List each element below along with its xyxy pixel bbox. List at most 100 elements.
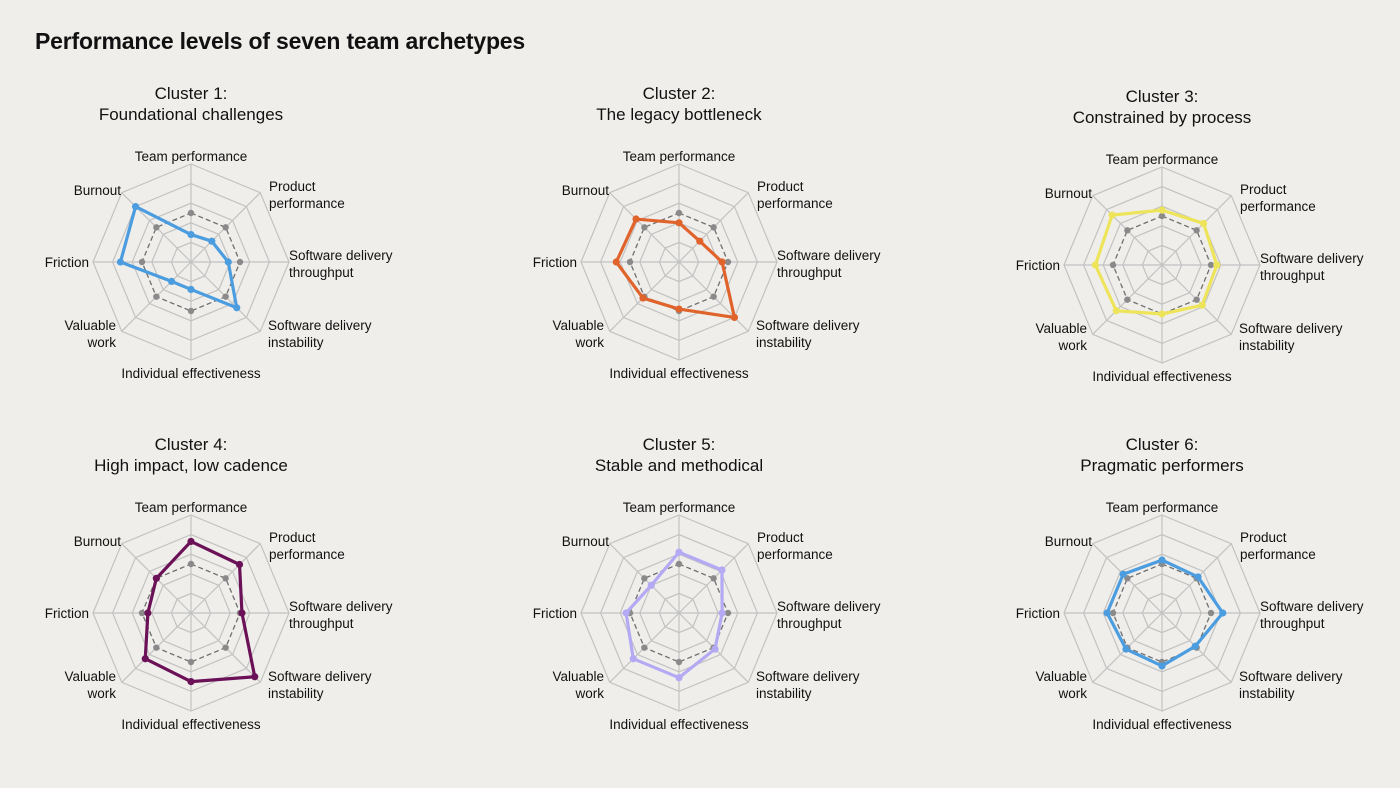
benchmark-point — [675, 658, 683, 666]
axis-label-team-performance: Team performance — [135, 149, 248, 164]
axis-label-team-performance: Team performance — [623, 149, 736, 164]
benchmark-point — [1109, 261, 1117, 269]
benchmark-point — [641, 575, 648, 582]
axis-label-individual-effectiveness: Individual effectiveness — [121, 366, 261, 381]
data-point-burnout — [1108, 211, 1116, 219]
cluster-title-number: Cluster 3: — [1126, 87, 1199, 106]
benchmark-line — [141, 212, 241, 312]
axis-label-friction: Friction — [45, 606, 89, 621]
data-point-software-delivery-instability — [1198, 301, 1206, 309]
cluster-title-number: Cluster 4: — [155, 435, 228, 454]
benchmark-point — [1207, 261, 1215, 269]
axis-label-burnout: Burnout — [1045, 186, 1093, 201]
data-point-software-delivery-throughput — [718, 258, 726, 266]
benchmark-point — [222, 575, 229, 582]
axis-label-friction: Friction — [1016, 258, 1060, 273]
axis-label-team-performance: Team performance — [1106, 152, 1219, 167]
data-point-product-performance — [1199, 219, 1208, 228]
axis-label-individual-effectiveness: Individual effectiveness — [1092, 717, 1232, 732]
axis-label-burnout: Burnout — [1045, 534, 1093, 549]
benchmark-point — [222, 293, 229, 300]
data-point-friction — [1091, 261, 1099, 269]
benchmark-point — [724, 258, 732, 266]
benchmark-point — [187, 560, 195, 568]
axis-label-software-delivery-throughput: Software delivery throughput — [1260, 599, 1364, 631]
axis-label-team-performance: Team performance — [135, 500, 248, 515]
axis-label-burnout: Burnout — [562, 534, 610, 549]
data-point-friction — [612, 258, 620, 266]
axis-label-individual-effectiveness: Individual effectiveness — [609, 366, 749, 381]
data-point-product-performance — [1194, 573, 1202, 581]
data-point-individual-effectiveness — [187, 285, 195, 294]
page-title: Performance levels of seven team archety… — [35, 28, 525, 54]
axis-label-software-delivery-throughput: Software delivery throughput — [777, 599, 881, 631]
axis-label-individual-effectiveness: Individual effectiveness — [1092, 369, 1232, 384]
data-point-software-delivery-throughput — [238, 609, 246, 617]
axis-label-burnout: Burnout — [74, 183, 122, 198]
data-point-friction — [144, 609, 152, 617]
benchmark-point — [1109, 609, 1117, 617]
data-point-burnout — [152, 574, 160, 582]
data-point-burnout — [1119, 570, 1127, 578]
axis-label-team-performance: Team performance — [623, 500, 736, 515]
data-point-valuable-work — [167, 277, 176, 286]
benchmark-point — [675, 209, 683, 217]
axis-label-valuable-work: Valuable work — [1035, 669, 1087, 701]
axis-label-software-delivery-instability: Software delivery instability — [268, 669, 372, 701]
data-point-valuable-work — [629, 655, 637, 663]
benchmark-point — [1193, 296, 1200, 303]
benchmark-point — [222, 224, 229, 231]
data-point-individual-effectiveness — [1158, 662, 1166, 670]
benchmark-point — [1124, 575, 1131, 582]
benchmark-point — [187, 307, 195, 315]
benchmark-point — [641, 644, 648, 651]
axis-label-friction: Friction — [45, 255, 89, 270]
benchmark-line — [629, 563, 729, 663]
data-point-software-delivery-throughput — [224, 258, 232, 266]
benchmark-point — [1158, 212, 1166, 220]
cluster-title-name: Stable and methodical — [595, 456, 763, 475]
axis-label-valuable-work: Valuable work — [64, 669, 116, 701]
axis-label-software-delivery-instability: Software delivery instability — [268, 318, 372, 350]
data-point-friction — [116, 258, 125, 266]
data-point-software-delivery-instability — [233, 304, 241, 312]
data-point-product-performance — [718, 566, 726, 574]
benchmark-point — [1193, 227, 1200, 234]
data-point-product-performance — [235, 560, 244, 569]
data-point-team-performance — [187, 537, 195, 546]
axis-label-software-delivery-throughput: Software delivery throughput — [289, 248, 393, 280]
data-point-team-performance — [675, 219, 683, 227]
benchmark-point — [138, 258, 146, 266]
benchmark-point — [236, 258, 244, 266]
axis-label-product-performance: Product performance — [1240, 530, 1316, 562]
data-point-product-performance — [208, 237, 216, 245]
axis-label-software-delivery-instability: Software delivery instability — [1239, 669, 1343, 701]
benchmark-point — [153, 293, 160, 300]
benchmark-line — [1112, 215, 1212, 315]
benchmark-point — [724, 609, 732, 617]
benchmark-point — [1124, 296, 1131, 303]
data-point-software-delivery-instability — [251, 673, 259, 681]
benchmark-point — [153, 224, 160, 231]
axis-label-individual-effectiveness: Individual effectiveness — [121, 717, 261, 732]
data-point-valuable-work — [1112, 307, 1120, 315]
benchmark-point — [138, 609, 146, 617]
data-point-burnout — [632, 215, 640, 223]
axis-label-team-performance: Team performance — [1106, 500, 1219, 515]
benchmark-point — [641, 224, 648, 231]
data-point-software-delivery-instability — [1191, 642, 1199, 650]
data-point-team-performance — [1158, 556, 1166, 564]
cluster-title-number: Cluster 6: — [1126, 435, 1199, 454]
cluster-title-name: Pragmatic performers — [1080, 456, 1243, 475]
data-point-individual-effectiveness — [187, 678, 195, 686]
data-point-software-delivery-throughput — [1213, 261, 1221, 269]
benchmark-point — [710, 224, 717, 231]
cluster-title-name: Constrained by process — [1073, 108, 1252, 127]
cluster-title-name: Foundational challenges — [99, 105, 283, 124]
data-point-burnout — [131, 202, 140, 211]
axis-label-valuable-work: Valuable work — [552, 318, 604, 350]
data-point-software-delivery-throughput — [1219, 609, 1227, 617]
